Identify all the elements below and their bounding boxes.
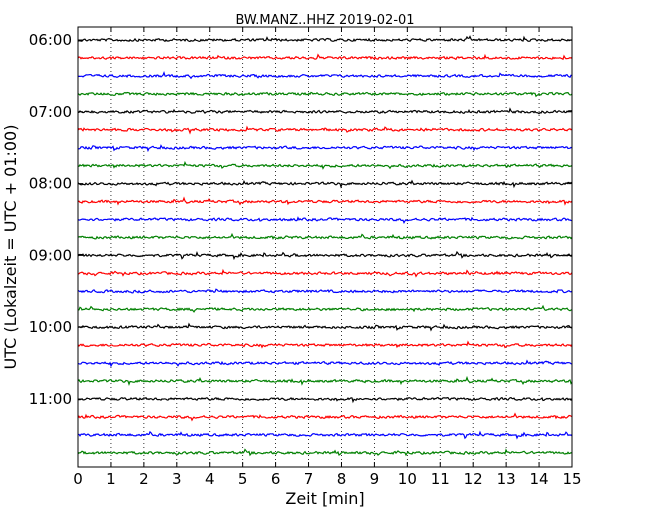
trace-0645 xyxy=(77,91,573,98)
x-tick-label: 6 xyxy=(271,470,281,488)
x-tick-label: 3 xyxy=(172,470,182,488)
y-axis-label: UTC (Lokalzeit = UTC + 01:00) xyxy=(1,125,20,370)
trace-1115 xyxy=(77,412,573,422)
y-tick-label: 06:00 xyxy=(29,31,72,49)
y-tick-label: 08:00 xyxy=(29,175,72,193)
trace-1145 xyxy=(77,448,573,457)
trace-0600 xyxy=(77,35,573,43)
y-axis-ticks: 06:00 07:00 08:00 09:00 10:00 11:00 xyxy=(29,31,572,408)
y-tick-label: 07:00 xyxy=(29,103,72,121)
trace-0700 xyxy=(77,107,573,115)
trace-1130 xyxy=(77,430,573,440)
x-tick-label: 15 xyxy=(562,470,581,488)
trace-0945 xyxy=(77,304,573,313)
trace-0915 xyxy=(77,268,573,278)
seismic-traces xyxy=(77,35,573,457)
chart-title: BW.MANZ..HHZ 2019-02-01 xyxy=(235,13,414,28)
trace-0930 xyxy=(77,288,573,294)
x-tick-label: 11 xyxy=(431,470,450,488)
trace-0730 xyxy=(77,144,573,153)
x-tick-label: 1 xyxy=(106,470,116,488)
y-tick-label: 09:00 xyxy=(29,246,72,264)
y-tick-label: 10:00 xyxy=(29,318,72,336)
trace-1000 xyxy=(77,322,573,332)
trace-0630 xyxy=(77,71,573,80)
grid-lines xyxy=(110,27,540,467)
x-tick-label: 12 xyxy=(464,470,483,488)
y-tick-label: 11:00 xyxy=(29,390,72,408)
trace-0845 xyxy=(77,232,573,240)
plot-frame xyxy=(77,26,573,468)
trace-0830 xyxy=(77,216,573,225)
trace-0715 xyxy=(77,125,573,135)
x-tick-label: 0 xyxy=(73,470,83,488)
x-tick-label: 13 xyxy=(497,470,516,488)
x-tick-label: 7 xyxy=(304,470,314,488)
x-tick-label: 14 xyxy=(530,470,549,488)
trace-0815 xyxy=(77,196,573,206)
trace-1100 xyxy=(77,396,573,404)
x-tick-label: 5 xyxy=(238,470,248,488)
x-tick-label: 4 xyxy=(205,470,215,488)
trace-1030 xyxy=(77,359,573,368)
x-tick-label: 9 xyxy=(370,470,380,488)
x-axis-ticks: 0 1 2 3 4 5 6 7 8 9 10 11 12 13 14 15 xyxy=(73,27,582,488)
x-tick-label: 10 xyxy=(398,470,417,488)
x-axis-label: Zeit [min] xyxy=(285,489,364,508)
x-tick-label: 2 xyxy=(139,470,149,488)
trace-1045 xyxy=(77,375,573,387)
trace-0800 xyxy=(77,179,573,189)
trace-0900 xyxy=(77,250,573,261)
trace-0745 xyxy=(77,160,573,170)
trace-0615 xyxy=(77,53,573,61)
trace-1015 xyxy=(77,340,573,349)
x-tick-label: 8 xyxy=(337,470,347,488)
